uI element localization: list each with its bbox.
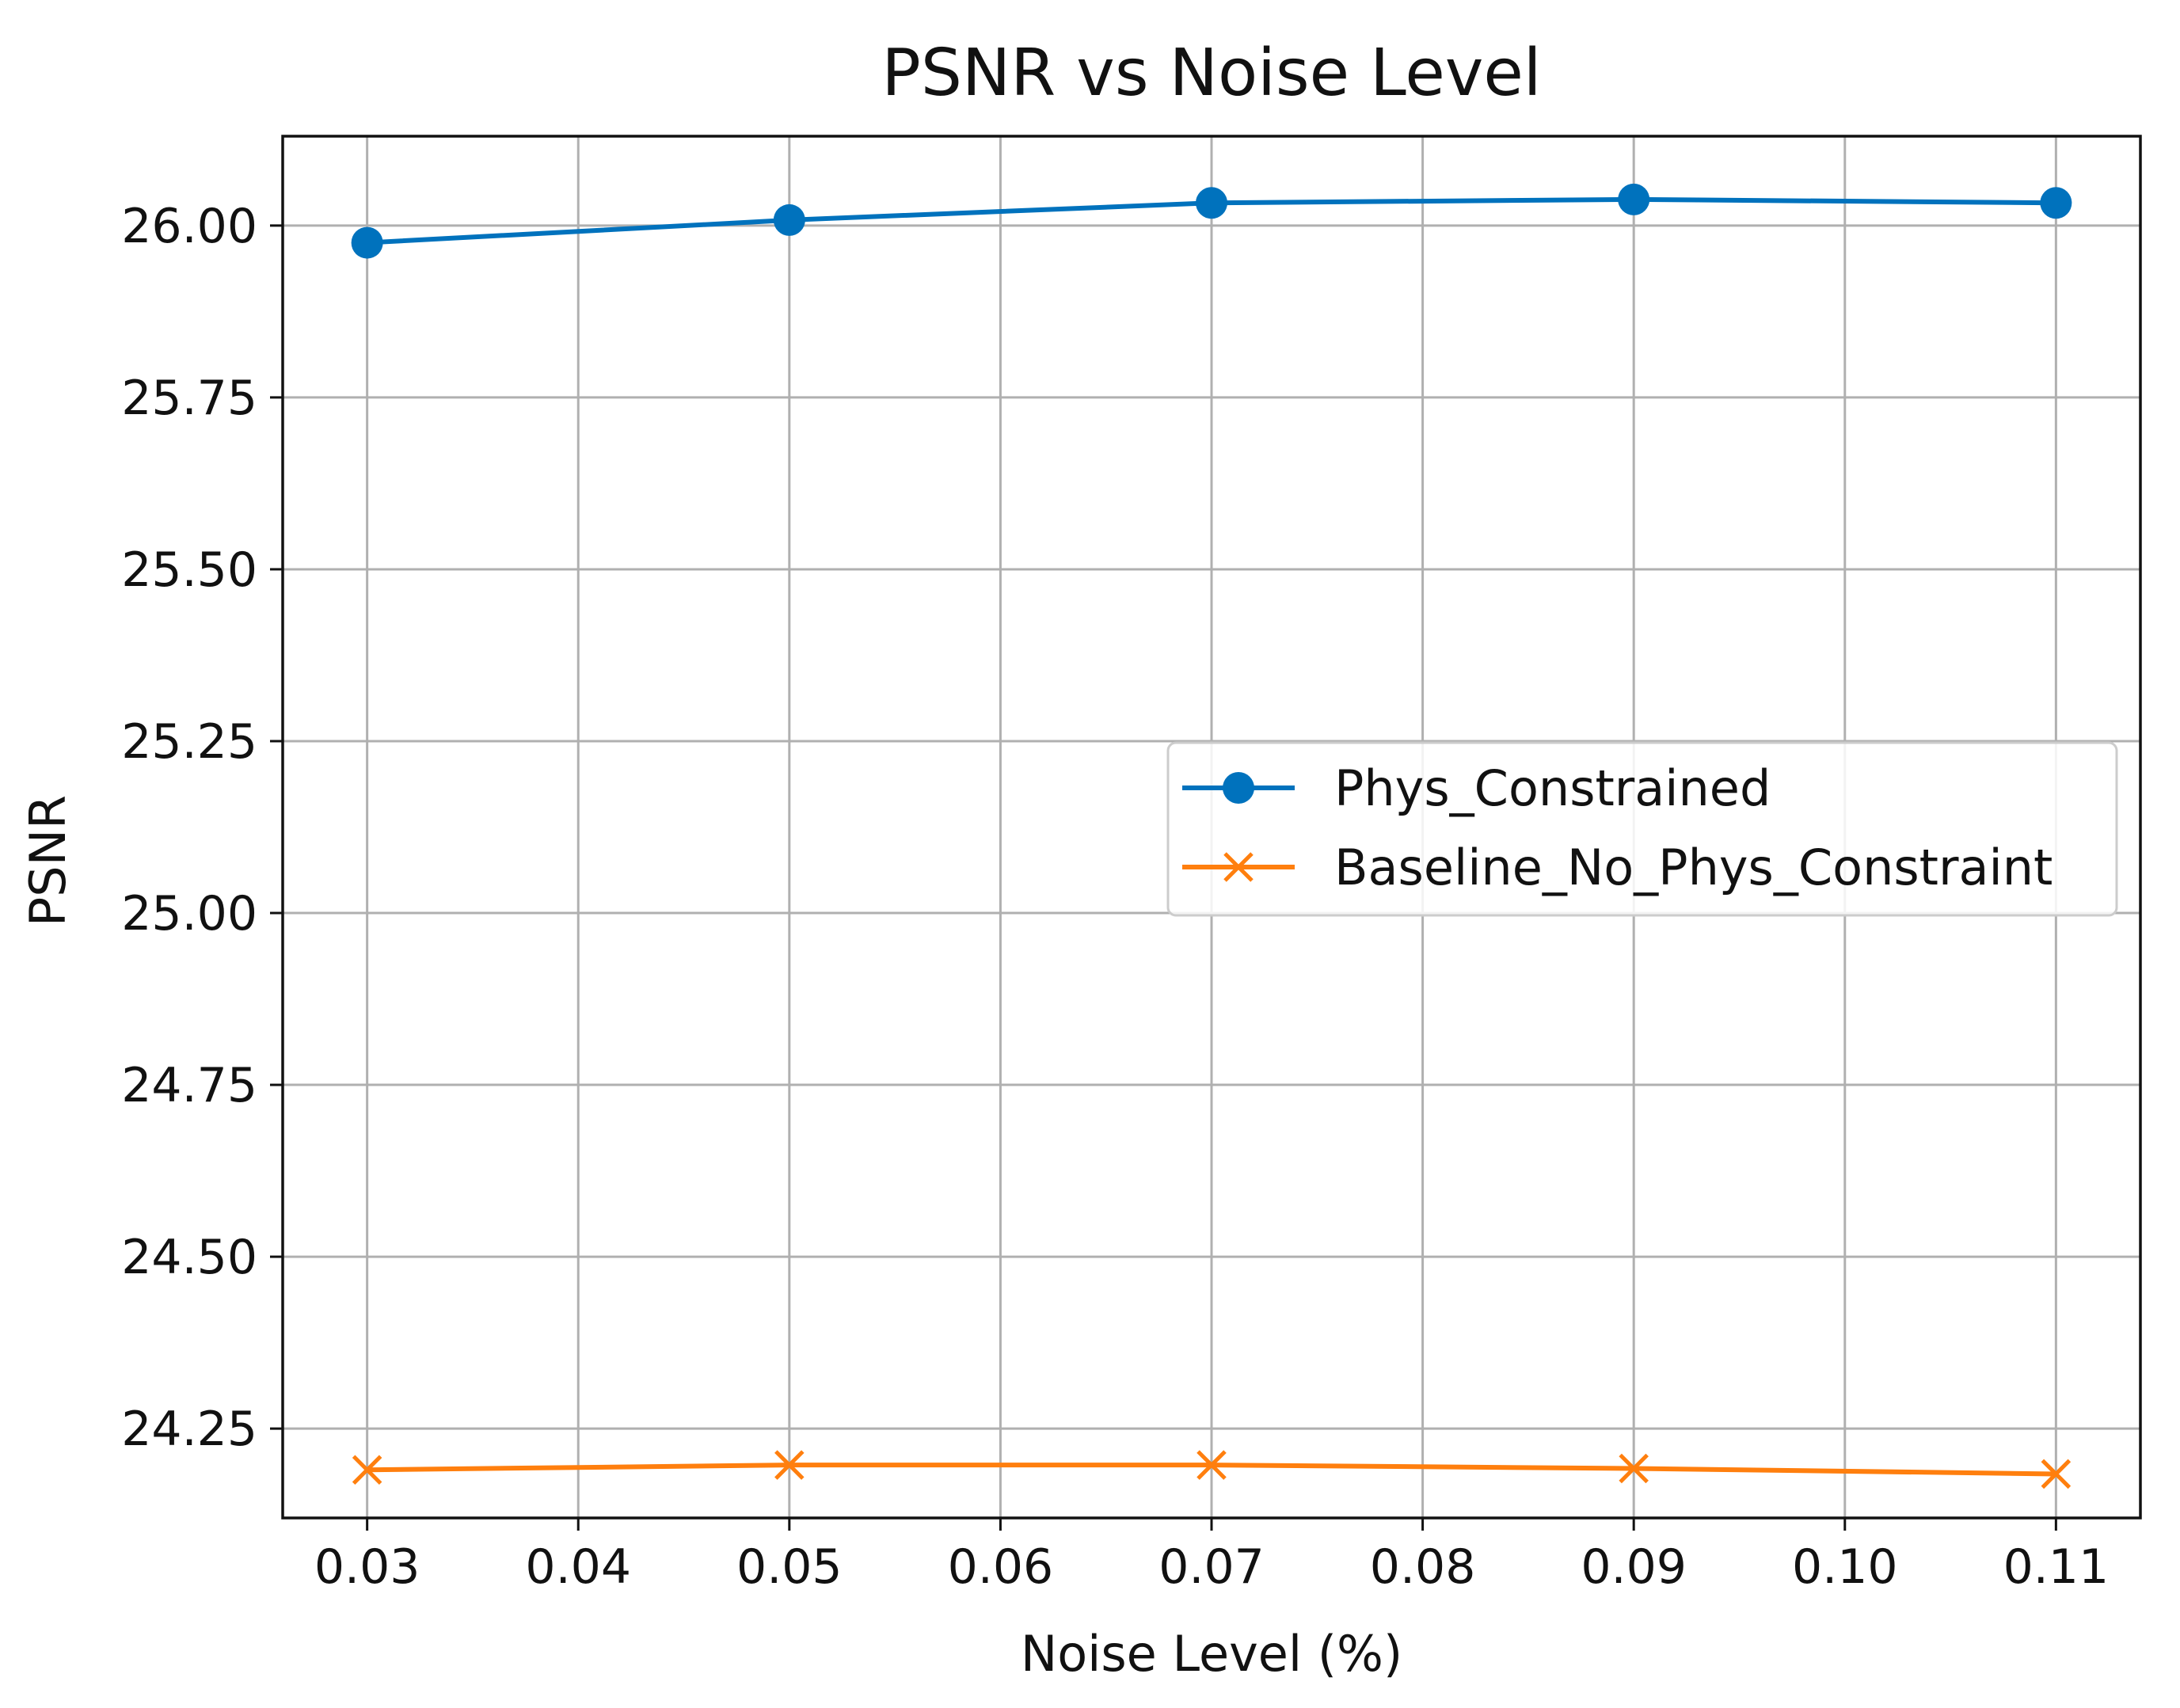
axis-layer: 0.03 0.04 0.05 0.06 0.07 0.08 0.09 0.10 0.11 24.2… — [121, 135, 2142, 1595]
x-tick-label: 0.04 — [525, 1539, 631, 1595]
legend-box — [1166, 741, 2118, 917]
y-tick-label: 24.25 — [121, 1402, 257, 1457]
data-point-x — [2041, 1459, 2072, 1489]
x-axis-label: Noise Level (%) — [1021, 1625, 1402, 1683]
data-point-x — [352, 1455, 382, 1485]
legend-label: Phys_Constrained — [1334, 759, 1771, 817]
y-tick-label: 24.50 — [121, 1230, 257, 1285]
grid-layer — [283, 136, 2140, 1518]
y-tick-label: 24.75 — [121, 1058, 257, 1113]
x-tick-label: 0.09 — [1581, 1539, 1687, 1595]
y-tick-label: 25.75 — [121, 371, 257, 426]
data-point-circle — [2040, 187, 2072, 219]
series-layer — [351, 183, 2072, 1489]
x-tick-label: 0.11 — [2003, 1539, 2110, 1595]
legend-marker-circle — [1223, 772, 1254, 804]
y-axis-label: PSNR — [19, 795, 77, 926]
x-tick-label: 0.10 — [1792, 1539, 1898, 1595]
data-point-x — [1197, 1450, 1227, 1480]
data-point-circle — [1196, 187, 1227, 219]
data-point-circle — [351, 226, 383, 259]
y-tick-label: 25.00 — [121, 886, 257, 941]
legend-label: Baseline_No_Phys_Constraint — [1334, 839, 2053, 896]
x-tick-label: 0.08 — [1370, 1539, 1476, 1595]
y-tick-label: 25.50 — [121, 542, 257, 598]
legend-marker-x — [1223, 852, 1254, 882]
y-tick-label: 25.25 — [121, 714, 257, 770]
data-point-circle — [773, 204, 805, 236]
x-tick-label: 0.07 — [1158, 1539, 1265, 1595]
legend: Phys_Constrained Baseline_No_Phys_Constra… — [1166, 741, 2118, 917]
data-point-x — [774, 1450, 805, 1480]
data-point-x — [1619, 1453, 1649, 1484]
y-tick-label: 26.00 — [121, 199, 257, 254]
chart-title: PSNR vs Noise Level — [881, 36, 1541, 111]
x-tick-label: 0.06 — [948, 1539, 1054, 1595]
data-point-circle — [1618, 183, 1650, 215]
x-tick-label: 0.05 — [736, 1539, 843, 1595]
x-tick-label: 0.03 — [314, 1539, 420, 1595]
